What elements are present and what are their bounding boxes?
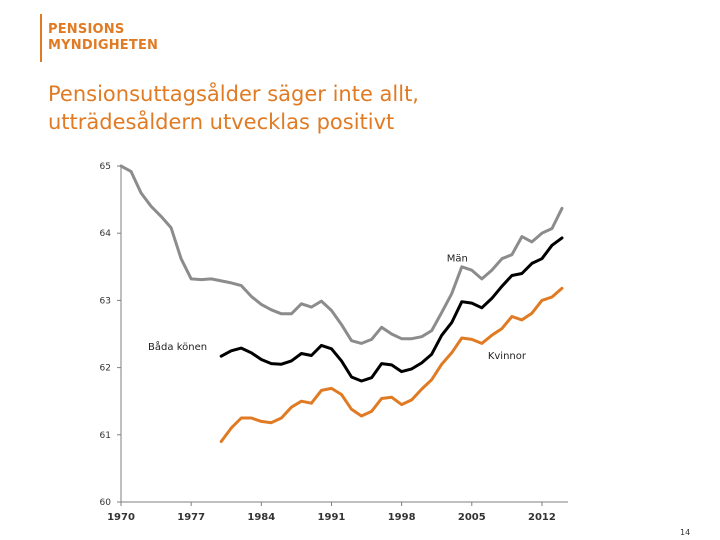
series-line-m-n xyxy=(119,164,564,345)
series-label: Män xyxy=(447,253,468,264)
slide-title: Pensionsuttagsålder säger inte allt, utt… xyxy=(48,80,648,136)
page-number: 14 xyxy=(680,528,691,537)
y-tick-label: 62 xyxy=(100,364,111,374)
x-tick-label: 1998 xyxy=(388,512,416,523)
y-tick-label: 64 xyxy=(100,229,112,239)
slide-title-line-1: Pensionsuttagsålder säger inte allt, xyxy=(48,82,419,106)
x-tick-label: 1991 xyxy=(318,512,346,523)
logo-line-1: PENSIONS xyxy=(48,22,125,37)
x-tick-label: 2005 xyxy=(458,512,486,523)
y-tick-label: 63 xyxy=(100,296,111,306)
y-tick-label: 61 xyxy=(100,431,111,441)
x-tick-label: 2012 xyxy=(528,512,556,523)
slide-title-line-2: utträdesåldern utvecklas positivt xyxy=(48,110,395,134)
logo-accent-bar xyxy=(40,14,42,62)
series-line-b-da-k-nen xyxy=(219,236,564,383)
series-label: Kvinnor xyxy=(488,351,527,362)
y-tick-label: 65 xyxy=(100,162,111,172)
x-tick-label: 1977 xyxy=(177,512,205,523)
series-label: Båda könen xyxy=(148,340,207,353)
x-tick-label: 1970 xyxy=(107,512,135,523)
series-line-kvinnor xyxy=(219,286,564,443)
y-tick-label: 60 xyxy=(100,498,112,508)
logo-wordmark: PENSIONS MYNDIGHETEN xyxy=(48,22,158,54)
x-tick-label: 1984 xyxy=(247,512,275,523)
logo-line-2: MYNDIGHETEN xyxy=(48,38,159,53)
